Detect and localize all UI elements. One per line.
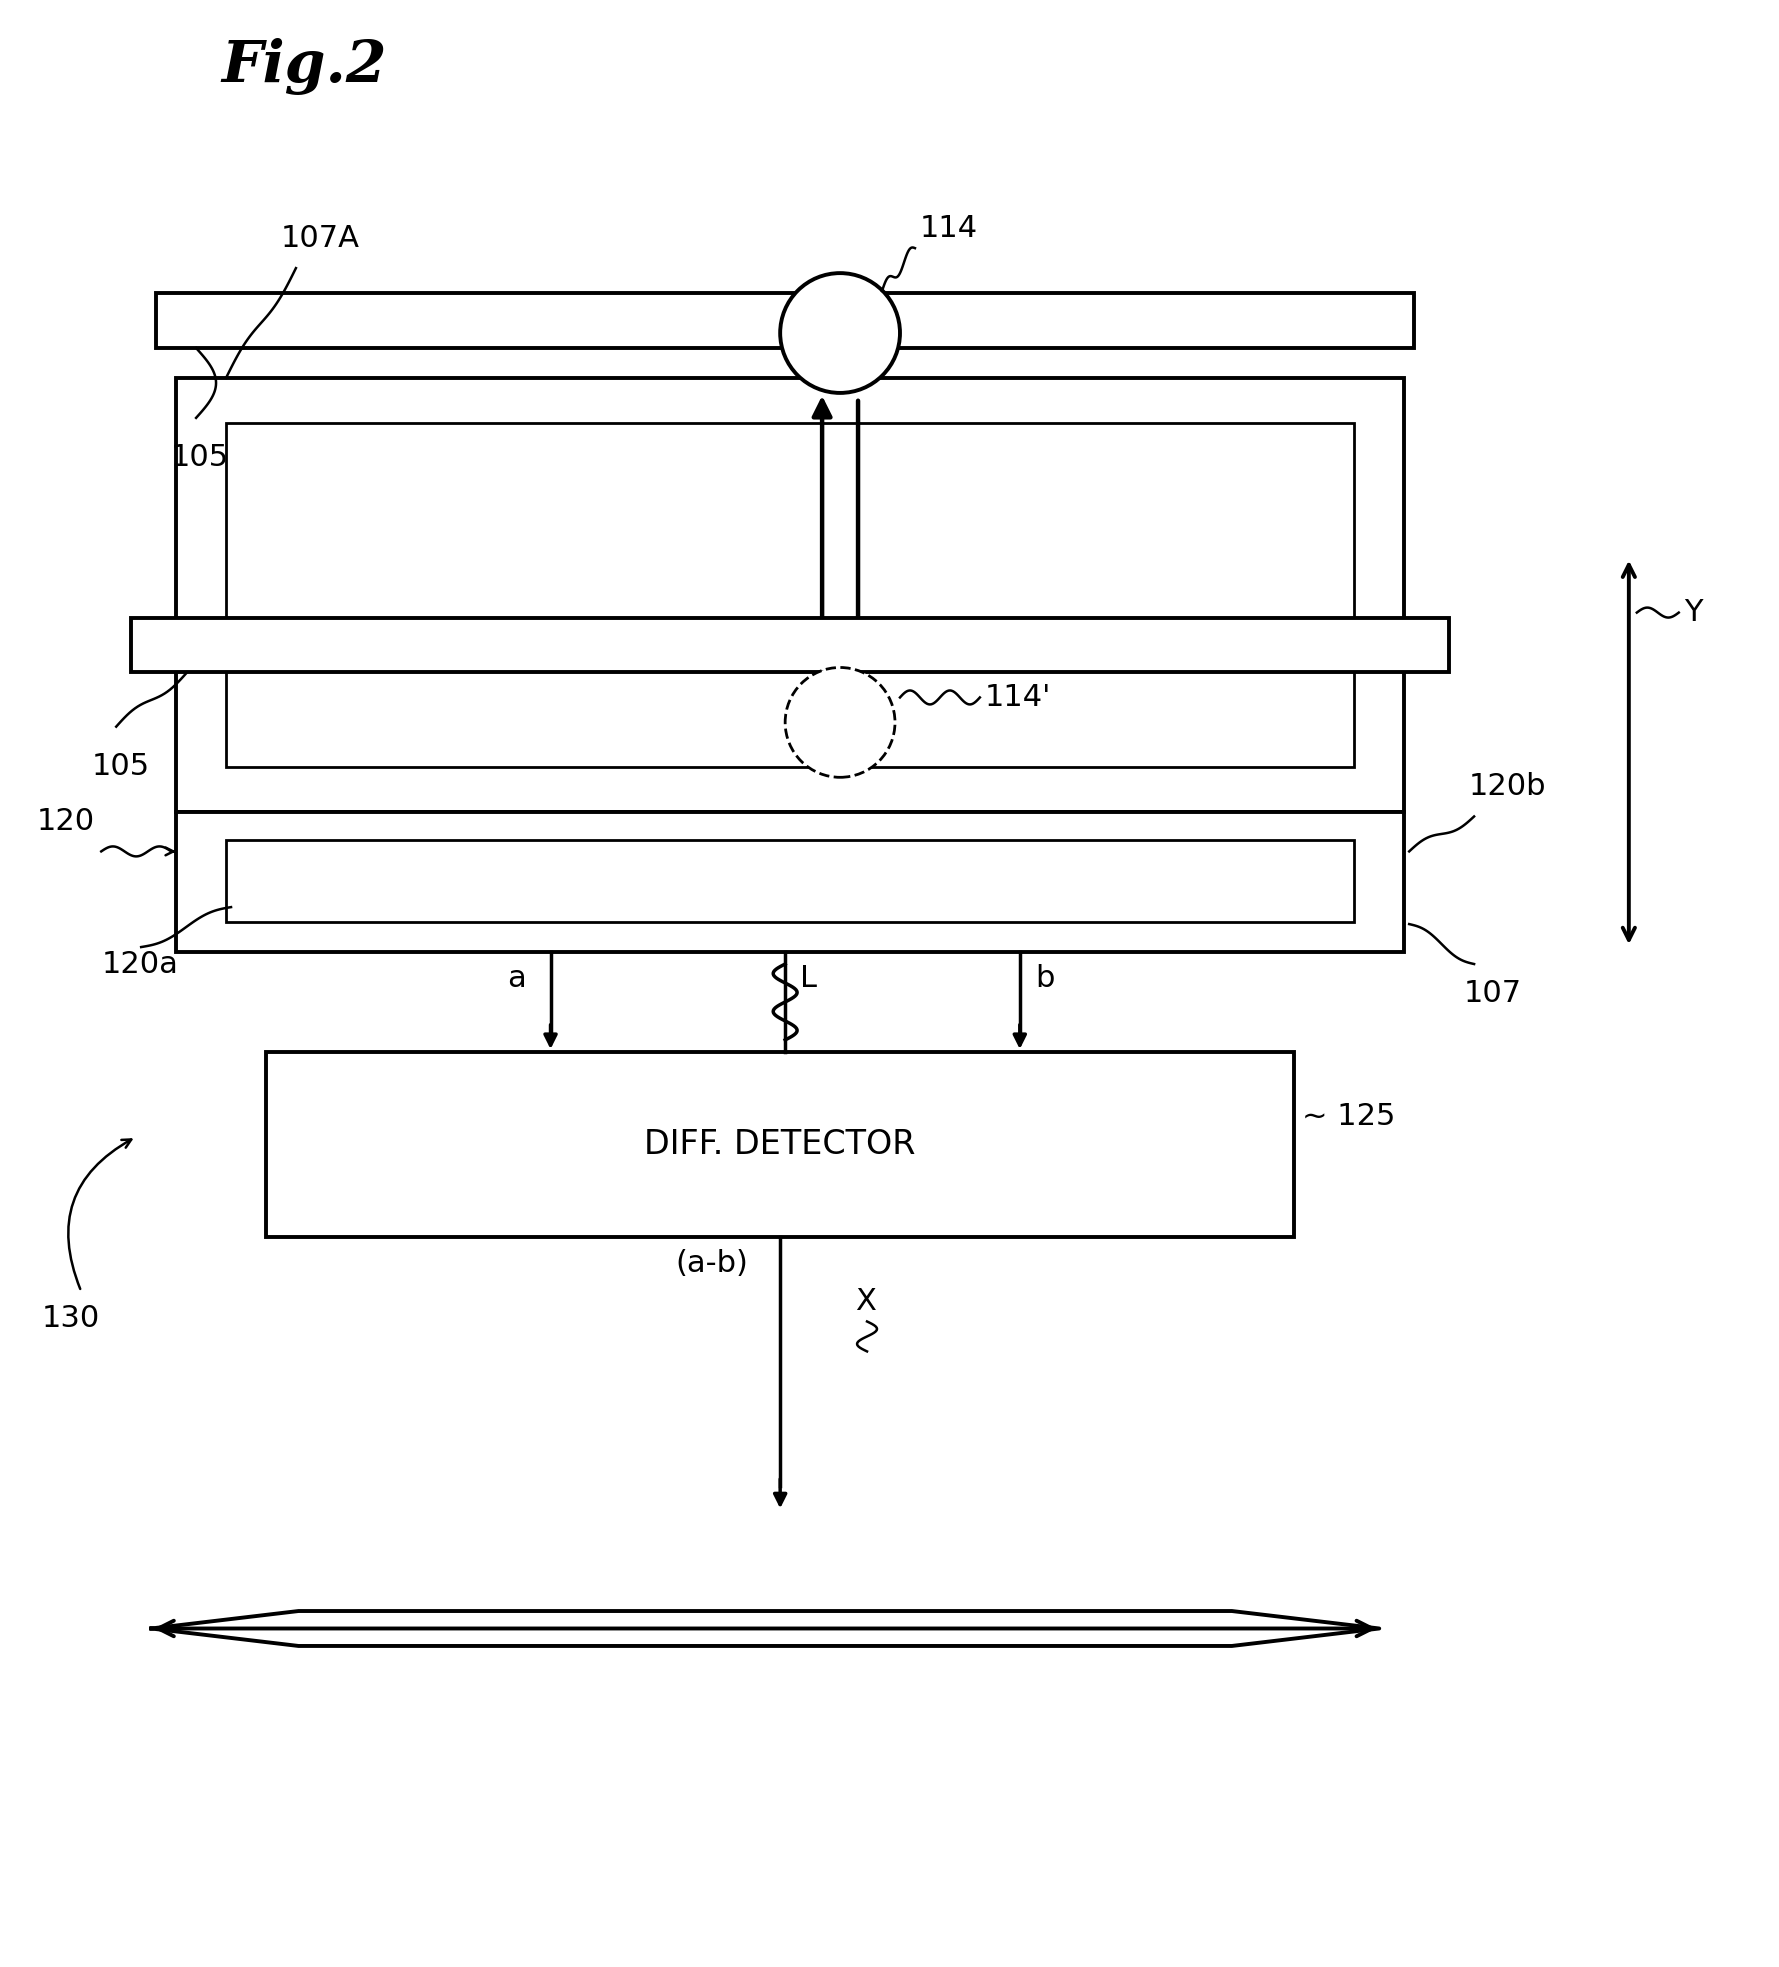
Text: ~ 125: ~ 125 [1302, 1102, 1397, 1131]
Bar [226, 840, 1354, 923]
Bar [176, 812, 1404, 952]
Text: Y: Y [1683, 598, 1703, 627]
Text: 130: 130 [41, 1304, 100, 1334]
Text: 120a: 120a [101, 950, 178, 980]
Text: X: X [856, 1286, 875, 1316]
Text: DIFF. DETECTOR: DIFF. DETECTOR [644, 1127, 916, 1161]
Bar [157, 293, 1414, 348]
Text: 114: 114 [920, 214, 978, 244]
Text: b: b [1035, 964, 1055, 993]
Text: L: L [801, 964, 817, 993]
Text: 107: 107 [1464, 980, 1523, 1007]
Bar [267, 1052, 1295, 1237]
Text: 114': 114' [986, 683, 1051, 712]
Bar [132, 618, 1450, 673]
Text: 105: 105 [171, 443, 229, 472]
Text: Fig.2: Fig.2 [221, 39, 386, 96]
Bar [176, 378, 1404, 812]
Circle shape [785, 667, 895, 777]
Text: 107A: 107A [281, 224, 359, 254]
Circle shape [781, 273, 900, 393]
Text: 120b: 120b [1469, 773, 1546, 801]
Text: 105: 105 [91, 751, 149, 781]
Bar [226, 423, 1354, 767]
Text: a: a [507, 964, 525, 993]
Text: (a-b): (a-b) [676, 1249, 749, 1279]
Text: 120: 120 [36, 806, 94, 836]
